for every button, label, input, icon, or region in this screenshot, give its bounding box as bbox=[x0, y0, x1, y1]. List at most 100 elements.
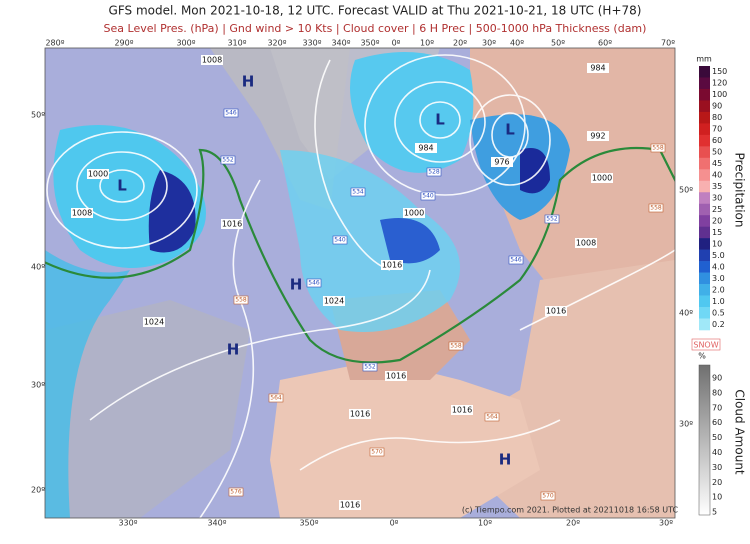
precip-swatch bbox=[699, 272, 710, 285]
isobar-label: 976 bbox=[494, 158, 509, 167]
precip-tick: 40 bbox=[712, 171, 722, 180]
isobar-label-bg bbox=[587, 63, 609, 73]
precip-swatch bbox=[699, 134, 710, 147]
top-longitude: 300º bbox=[176, 39, 195, 48]
top-longitude: 310º bbox=[227, 39, 246, 48]
isobar-label-bg bbox=[385, 371, 407, 381]
isobar-label: 1000 bbox=[88, 170, 108, 179]
credit: (c) Tiempo.com 2021. Plotted at 20211018… bbox=[462, 506, 679, 515]
precip-swatch bbox=[699, 180, 710, 193]
thickness-box bbox=[484, 412, 500, 422]
isobar-label: 1016 bbox=[340, 501, 360, 510]
thickness-box bbox=[306, 278, 322, 288]
right-latitude: 30º bbox=[679, 420, 693, 429]
bottom-longitude: 350º bbox=[299, 519, 318, 528]
top-longitude: 20º bbox=[453, 39, 467, 48]
precip-swatch bbox=[699, 261, 710, 273]
precip-tick: 35 bbox=[712, 182, 722, 191]
top-longitude: 330º bbox=[302, 39, 321, 48]
cloud-tick: 60 bbox=[712, 418, 722, 427]
precip-tick: 80 bbox=[712, 113, 722, 122]
bottom-longitude: 20º bbox=[566, 519, 580, 528]
thickness-label: 558 bbox=[450, 343, 462, 350]
thickness-label: 534 bbox=[352, 189, 364, 196]
isobar-label-bg bbox=[415, 143, 437, 153]
cloud-tick: 90 bbox=[712, 374, 722, 383]
top-longitude: 350º bbox=[360, 39, 379, 48]
thickness-label: 546 bbox=[225, 110, 237, 117]
precip-swatch bbox=[699, 123, 710, 136]
left-latitude: 30º bbox=[31, 381, 45, 390]
isobar-label: 1016 bbox=[350, 410, 370, 419]
isobar-label-bg bbox=[545, 306, 567, 316]
thickness-label: 564 bbox=[486, 414, 498, 421]
cloud-tick: 5 bbox=[712, 508, 717, 517]
isobar-label-bg bbox=[221, 219, 243, 229]
subtitle: Sea Level Pres. (hPa) | Gnd wind > 10 Kt… bbox=[104, 22, 647, 35]
thickness-box bbox=[362, 362, 378, 372]
top-longitude: 30º bbox=[482, 39, 496, 48]
right-latitude: 50º bbox=[679, 186, 693, 195]
precip-tick: 90 bbox=[712, 102, 722, 111]
thickness-label: 552 bbox=[546, 216, 558, 223]
thickness-label: 552 bbox=[222, 157, 234, 164]
isobar-label-bg bbox=[403, 208, 425, 218]
isobar-label-bg bbox=[71, 208, 93, 218]
precip-tick: 45 bbox=[712, 159, 722, 168]
left-latitude: 40º bbox=[31, 263, 45, 272]
top-longitude: 340º bbox=[331, 39, 350, 48]
thickness-label: 540 bbox=[334, 237, 346, 244]
precip-swatch bbox=[699, 215, 710, 227]
precip-swatch bbox=[699, 157, 710, 170]
precip-swatch bbox=[699, 146, 710, 159]
cloud-tick: 30 bbox=[712, 463, 722, 472]
isobar-label-bg bbox=[339, 500, 361, 510]
isobar-label: 1008 bbox=[202, 56, 222, 65]
top-longitude: 60º bbox=[598, 39, 612, 48]
isobar-label: 984 bbox=[418, 144, 433, 153]
cloud-unit: % bbox=[698, 352, 706, 361]
precip-swatch bbox=[699, 284, 710, 296]
isobar-label-bg bbox=[587, 131, 609, 141]
precip-swatch bbox=[699, 249, 710, 262]
thickness-box bbox=[268, 393, 284, 403]
precip-tick: 3.0 bbox=[712, 274, 725, 283]
pressure-center: H bbox=[242, 73, 255, 91]
map bbox=[45, 48, 675, 518]
precip-swatch bbox=[699, 88, 710, 101]
isobar-label: 1000 bbox=[404, 209, 424, 218]
top-longitude: 70º bbox=[661, 39, 675, 48]
precip-swatch bbox=[699, 307, 710, 319]
precip-tick: 70 bbox=[712, 125, 722, 134]
cloud-tick: 70 bbox=[712, 403, 722, 412]
isobar-label-bg bbox=[451, 405, 473, 415]
top-longitude: 40º bbox=[510, 39, 524, 48]
precip-swatch bbox=[699, 203, 710, 216]
precip-tick: 10 bbox=[712, 239, 722, 248]
thickness-box bbox=[448, 341, 464, 351]
bottom-longitude: 30º bbox=[659, 519, 673, 528]
isobar-label: 984 bbox=[590, 64, 605, 73]
precip-tick: 2.0 bbox=[712, 285, 725, 294]
bottom-longitude: 10º bbox=[478, 519, 492, 528]
precip-tick: 25 bbox=[712, 205, 722, 214]
thickness-label: 558 bbox=[652, 145, 664, 152]
snow-label: SNOW bbox=[693, 341, 718, 350]
cloud-title: Cloud Amount bbox=[733, 389, 747, 475]
isobar-label-bg bbox=[349, 409, 371, 419]
precip-title: Precipitation bbox=[733, 152, 747, 227]
precip-swatch bbox=[699, 169, 710, 182]
precip-tick: 0.5 bbox=[712, 308, 725, 317]
isobar-label: 1016 bbox=[222, 220, 242, 229]
precip-swatch bbox=[699, 100, 710, 113]
thickness-box bbox=[540, 491, 556, 501]
precip-colorbar bbox=[699, 66, 710, 331]
thickness-label: 540 bbox=[422, 193, 434, 200]
thickness-box bbox=[508, 255, 524, 265]
thickness-box bbox=[228, 487, 244, 497]
left-latitude: 20º bbox=[31, 486, 45, 495]
precip-tick: 1.0 bbox=[712, 297, 725, 306]
isobar-label: 1008 bbox=[576, 239, 596, 248]
pressure-center: L bbox=[117, 177, 127, 195]
